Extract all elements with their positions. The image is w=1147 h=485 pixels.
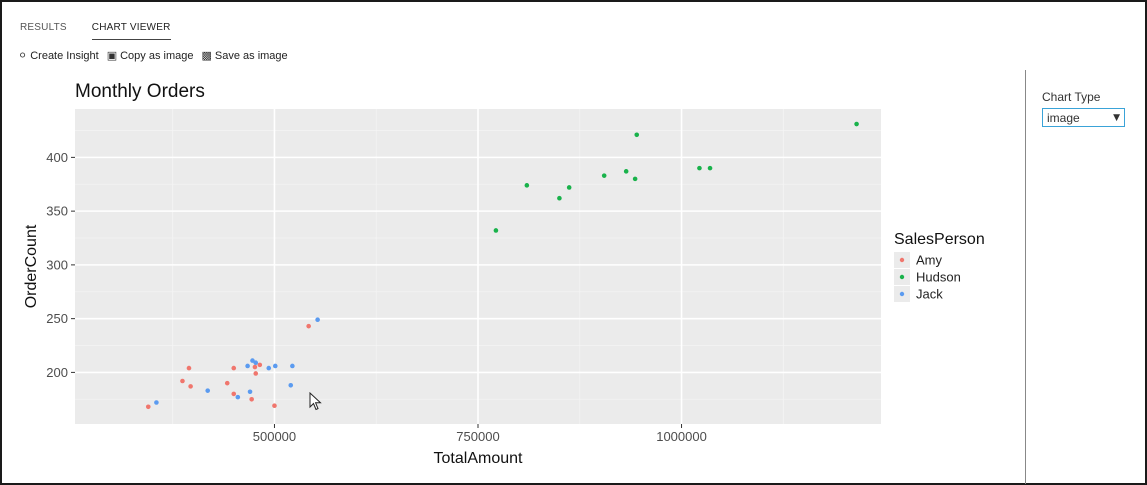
point-jack — [315, 317, 320, 323]
tab-bar: RESULTS CHART VIEWER — [20, 22, 171, 40]
point-jack — [272, 363, 278, 369]
x-axis-label: TotalAmount — [434, 450, 523, 467]
tab-results[interactable]: RESULTS — [20, 22, 67, 33]
chart-type-select[interactable]: image ▼ — [1042, 108, 1125, 127]
point-amy — [186, 365, 192, 371]
x-tick-label: 500000 — [253, 429, 296, 444]
point-jack — [154, 400, 159, 405]
chevron-down-icon: ▼ — [1113, 112, 1120, 123]
save-image-button[interactable]: ▩ Save as image — [201, 49, 287, 62]
point-amy — [188, 384, 193, 389]
legend-key-amy — [899, 257, 905, 263]
copy-image-label: Copy as image — [120, 49, 194, 62]
legend-label-hudson: Hudson — [916, 270, 961, 285]
point-hudson — [707, 165, 713, 171]
insight-icon: ⚪ — [18, 49, 28, 62]
point-hudson — [632, 176, 638, 182]
chart-area: 500000 750000 1000000 200 250 300 350 400 Monthl… — [12, 70, 1025, 482]
copy-image-button[interactable]: ▣ Copy as image — [107, 49, 194, 62]
point-jack — [205, 388, 211, 393]
point-jack — [266, 365, 272, 371]
point-jack — [247, 389, 253, 395]
point-amy — [257, 362, 263, 368]
y-tick-label: 250 — [46, 311, 68, 326]
x-tick-label: 1000000 — [656, 429, 707, 444]
chart-type-label: Chart Type — [1042, 90, 1101, 104]
scatter-chart: 500000 750000 1000000 200 250 300 350 400 Monthl… — [23, 81, 985, 467]
point-amy — [253, 371, 259, 376]
chart-options-panel: Chart Type image ▼ — [1042, 90, 1142, 127]
point-amy — [306, 323, 311, 329]
legend-key-hudson — [899, 274, 905, 280]
point-jack — [235, 394, 241, 400]
legend-label-jack: Jack — [916, 287, 943, 302]
y-tick-label: 400 — [46, 150, 68, 165]
point-hudson — [697, 165, 702, 171]
toolbar: ⚪ Create Insight ▣ Copy as image ▩ Save … — [18, 49, 288, 62]
point-hudson — [493, 228, 499, 233]
create-insight-label: Create Insight — [30, 49, 99, 62]
chart-title: Monthly Orders — [75, 81, 205, 102]
point-hudson — [634, 132, 640, 138]
chart-type-value: image — [1047, 110, 1080, 125]
y-tick-label: 350 — [46, 204, 68, 219]
point-hudson — [623, 169, 629, 174]
legend-title: SalesPerson — [894, 231, 985, 248]
save-image-icon: ▩ — [201, 49, 212, 62]
point-jack — [288, 382, 294, 388]
point-amy — [145, 404, 151, 410]
point-jack — [250, 358, 255, 363]
side-divider — [1025, 70, 1026, 484]
x-tick-label: 750000 — [456, 429, 499, 444]
point-hudson — [524, 183, 530, 188]
point-amy — [272, 403, 277, 409]
point-hudson — [601, 173, 607, 178]
point-jack — [245, 363, 250, 369]
point-jack — [290, 363, 295, 369]
legend-key-jack — [899, 291, 905, 297]
save-image-label: Save as image — [214, 49, 288, 62]
point-jack — [253, 360, 259, 366]
y-axis-label: OrderCount — [23, 224, 40, 308]
point-amy — [180, 378, 185, 384]
point-hudson — [854, 121, 859, 127]
tab-chart-viewer[interactable]: CHART VIEWER — [91, 22, 171, 40]
point-amy — [231, 391, 237, 397]
point-amy — [224, 380, 230, 386]
create-insight-button[interactable]: ⚪ Create Insight — [18, 49, 99, 62]
legend-label-amy: Amy — [916, 253, 943, 268]
copy-image-icon: ▣ — [106, 49, 118, 62]
y-tick-label: 200 — [46, 365, 68, 380]
mouse-cursor-icon — [309, 392, 322, 411]
point-hudson — [566, 185, 572, 190]
point-amy — [252, 364, 258, 370]
point-amy — [231, 365, 237, 371]
point-hudson — [557, 195, 562, 201]
y-tick-label: 300 — [46, 257, 68, 272]
point-amy — [249, 396, 254, 402]
